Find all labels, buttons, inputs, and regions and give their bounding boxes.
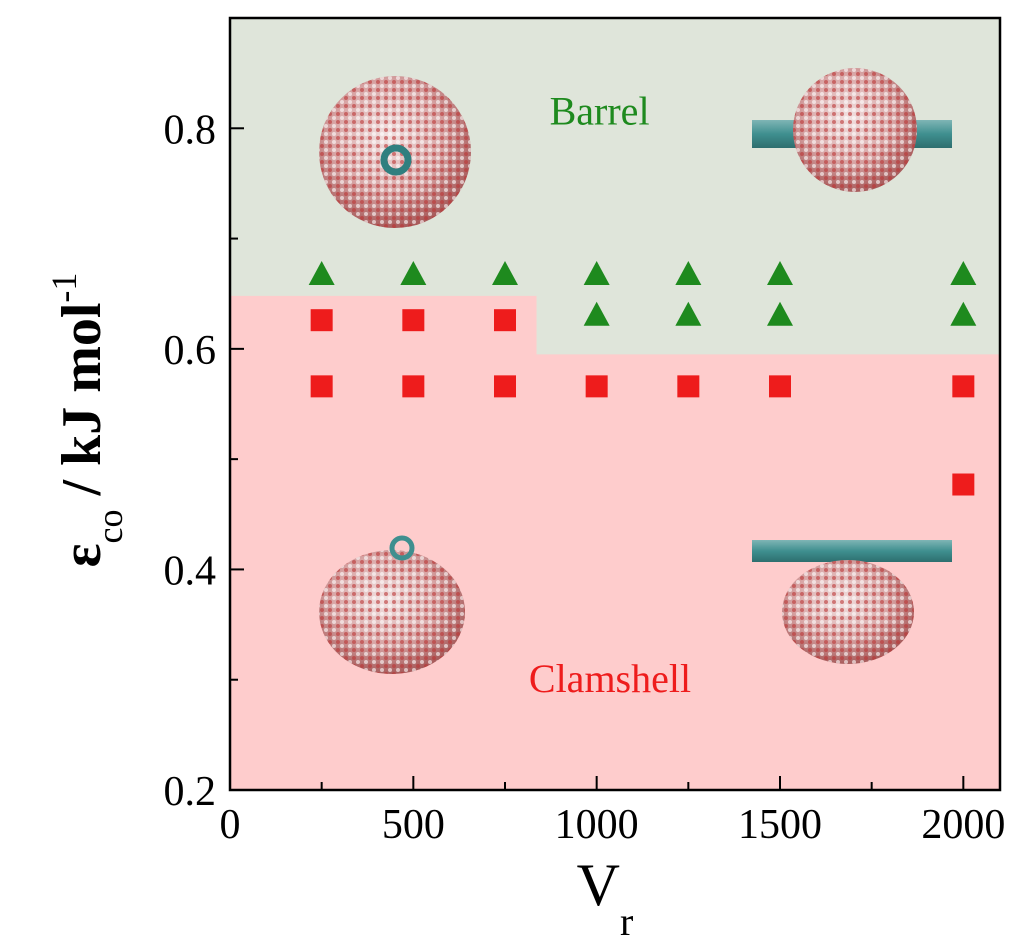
triangle-marker: [308, 260, 335, 285]
square-marker: [769, 375, 791, 398]
droplet-texture: [782, 560, 914, 664]
triangle-marker: [675, 301, 702, 326]
triangle-marker: [583, 301, 610, 326]
y-tick-label: 0.8: [164, 107, 217, 153]
square-marker: [310, 309, 333, 332]
nanotube: [389, 535, 415, 561]
y-tick-label: 0.4: [164, 548, 217, 594]
triangle-marker: [400, 260, 427, 285]
molecule-illustrations: [319, 68, 952, 674]
y-label-subscript: co: [90, 510, 130, 544]
square-marker: [494, 375, 516, 398]
overlay: Clamshell Barrel 0 500 1000 1500 2000 0.2 0.4 0.6…: [44, 16, 1005, 944]
droplet-texture: [793, 68, 917, 192]
triangle-marker: [583, 260, 610, 285]
square-marker: [402, 309, 425, 332]
x-tick-label: 1500: [738, 802, 822, 848]
axes-frame: [228, 16, 1002, 792]
square-marker: [952, 375, 975, 398]
nanotube: [752, 540, 952, 562]
square-marker: [952, 473, 975, 496]
y-label-superscript: -1: [44, 273, 84, 303]
square-marker: [585, 375, 608, 398]
triangle-marker: [767, 260, 793, 285]
y-label-unit: / kJ mol: [51, 303, 113, 510]
triangle-marker: [950, 260, 977, 285]
square-marker: [677, 375, 700, 398]
x-tick-label: 1000: [555, 802, 639, 848]
y-label-symbol: ε: [51, 543, 113, 567]
triangle-marker: [767, 301, 793, 326]
x-tick-label: 2000: [921, 802, 1005, 848]
y-tick-label: 0.6: [164, 328, 217, 374]
triangle-marker: [950, 301, 977, 326]
square-marker: [402, 375, 425, 398]
x-axis-label: Vr: [577, 852, 634, 944]
square-marker: [310, 375, 333, 398]
x-label-subscript: r: [620, 899, 633, 944]
x-tick-label: 0: [220, 802, 241, 848]
x-tick-label: 500: [382, 802, 445, 848]
y-axis-label: εco / kJ mol-1: [44, 273, 130, 568]
annotation: Barrel: [550, 89, 650, 134]
y-tick-label: 0.2: [164, 769, 217, 815]
nanotube: [380, 144, 412, 176]
triangle-marker: [675, 260, 702, 285]
square-marker: [494, 309, 516, 332]
triangle-marker: [492, 260, 518, 285]
x-label-symbol: V: [577, 852, 620, 918]
droplet-texture: [319, 550, 465, 674]
region-label: Clamshell: [529, 656, 691, 701]
droplet-texture: [319, 76, 471, 228]
